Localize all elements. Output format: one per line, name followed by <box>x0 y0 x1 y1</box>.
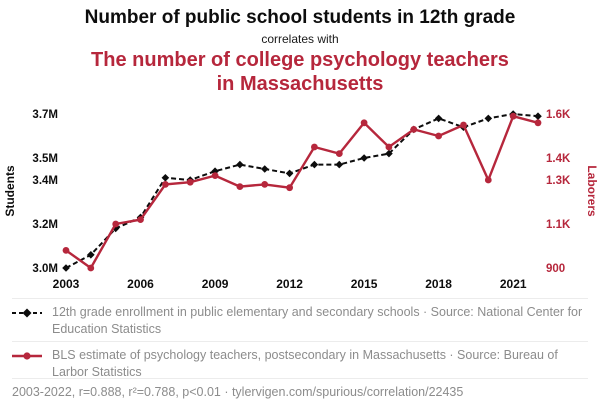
circle-marker <box>360 119 368 127</box>
circle-marker <box>484 176 492 184</box>
chart-title-primary: Number of public school students in 12th… <box>84 7 516 28</box>
diamond-marker <box>434 114 443 123</box>
circle-marker <box>311 143 318 151</box>
diamond-marker <box>211 167 219 175</box>
right-tick-label: 900 <box>546 263 565 275</box>
circle-marker <box>335 150 343 157</box>
x-tick-label: 2003 <box>53 277 80 291</box>
circle-marker <box>435 132 442 140</box>
diamond-marker <box>236 160 244 169</box>
chart-legend: 12th grade enrollment in public elementa… <box>12 298 588 384</box>
circle-marker <box>410 126 418 133</box>
left-tick-label: 3.2M <box>32 219 58 231</box>
x-tick-label: 2021 <box>500 277 527 291</box>
red-line-dot-series-icon <box>12 350 44 367</box>
diamond-marker <box>484 114 493 123</box>
diamond-marker <box>534 112 542 120</box>
circle-marker <box>62 247 70 254</box>
chart-title-secondary: The number of college psychology teacher… <box>91 49 509 95</box>
circle-marker <box>236 183 244 190</box>
left-tick-label: 3.7M <box>32 109 58 121</box>
legend-entry-students-label: 12th grade enrollment in public elementa… <box>52 305 583 336</box>
x-tick-label: 2006 <box>127 277 154 291</box>
diamond-marker <box>161 174 170 182</box>
circle-marker <box>460 121 467 129</box>
chart-title-connector: correlates with <box>261 32 339 46</box>
left-series-line <box>65 112 539 269</box>
right-tick-label: 1.6K <box>546 109 571 121</box>
diamond-marker <box>335 160 344 169</box>
left-axis-title: Students <box>3 165 17 217</box>
diamond-marker <box>62 264 70 272</box>
diamond-marker <box>87 251 95 259</box>
circle-marker <box>534 119 542 127</box>
circle-marker <box>385 143 393 151</box>
right-series-line <box>65 114 539 270</box>
legend-entry-teachers-label: BLS estimate of psychology teachers, pos… <box>52 348 558 379</box>
left-tick-label: 3.0M <box>32 263 58 275</box>
circle-marker <box>137 216 144 223</box>
circle-marker <box>162 181 169 188</box>
x-tick-label: 2012 <box>276 277 303 291</box>
circle-marker <box>261 181 269 188</box>
circle-marker <box>286 184 293 192</box>
circle-marker <box>211 172 219 179</box>
diamond-marker <box>360 154 368 162</box>
black-dashed-diamond-series-icon <box>12 307 44 324</box>
stats-and-source-line: 2003-2022, r=0.888, r²=0.788, p<0.01 · t… <box>12 378 588 399</box>
legend-entry-teachers: BLS estimate of psychology teachers, pos… <box>12 341 588 384</box>
right-tick-label: 1.4K <box>546 153 571 165</box>
chart-canvas: 2003 2006 2009 2012 2015 2018 2021 3.0M 3.2M 3.4M… <box>3 109 599 291</box>
circle-marker <box>509 112 517 120</box>
circle-marker <box>87 264 95 272</box>
right-tick-label: 1.1K <box>546 219 571 231</box>
x-tick-label: 2018 <box>425 277 452 291</box>
diamond-marker <box>310 160 319 169</box>
circle-marker <box>186 178 194 186</box>
x-tick-label: 2015 <box>351 277 378 291</box>
diamond-marker <box>260 165 269 173</box>
left-tick-label: 3.4M <box>32 175 58 187</box>
right-axis-title: Laborers <box>585 165 599 217</box>
left-tick-label: 3.5M <box>32 153 58 165</box>
circle-marker <box>112 220 120 228</box>
right-tick-label: 1.3K <box>546 175 571 187</box>
diamond-marker <box>285 169 294 178</box>
x-tick-label: 2009 <box>202 277 229 291</box>
legend-entry-students: 12th grade enrollment in public elementa… <box>12 298 588 341</box>
